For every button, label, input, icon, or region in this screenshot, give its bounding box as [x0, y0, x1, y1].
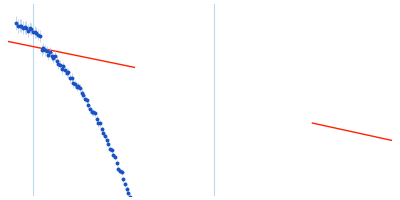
Point — [92, 111, 98, 115]
Point — [42, 49, 48, 52]
Point — [25, 29, 31, 32]
Point — [72, 82, 78, 85]
Point — [122, 183, 128, 186]
Point — [63, 71, 70, 74]
Point — [90, 111, 96, 114]
Point — [48, 54, 55, 57]
Point — [82, 97, 88, 100]
Point — [68, 76, 75, 79]
Point — [57, 63, 63, 66]
Point — [78, 92, 85, 95]
Point — [112, 155, 118, 159]
Point — [58, 67, 65, 71]
Point — [115, 167, 122, 171]
Point — [117, 169, 123, 172]
Point — [127, 195, 133, 198]
Point — [28, 28, 35, 31]
Point — [52, 55, 58, 58]
Point — [120, 178, 127, 181]
Point — [16, 24, 23, 27]
Point — [105, 142, 112, 145]
Point — [22, 25, 28, 29]
Point — [35, 33, 41, 36]
Point — [118, 171, 125, 174]
Point — [62, 69, 68, 72]
Point — [37, 34, 43, 38]
Point — [32, 31, 38, 34]
Point — [15, 24, 21, 28]
Point — [77, 86, 83, 90]
Point — [38, 48, 45, 52]
Point — [75, 84, 82, 87]
Point — [27, 26, 33, 29]
Point — [104, 138, 110, 142]
Point — [107, 147, 113, 151]
Point — [80, 93, 86, 96]
Point — [87, 108, 93, 111]
Point — [74, 85, 80, 89]
Point — [33, 31, 40, 34]
Point — [23, 26, 30, 29]
Point — [20, 26, 26, 29]
Point — [40, 47, 46, 50]
Point — [110, 153, 117, 156]
Point — [70, 82, 76, 85]
Point — [124, 188, 130, 191]
Point — [43, 50, 50, 53]
Point — [97, 122, 103, 125]
Point — [67, 77, 73, 80]
Point — [30, 30, 36, 33]
Point — [65, 71, 72, 74]
Point — [108, 149, 115, 152]
Point — [47, 51, 53, 54]
Point — [88, 111, 95, 114]
Point — [53, 59, 60, 62]
Point — [114, 161, 120, 165]
Point — [98, 127, 105, 131]
Point — [55, 63, 62, 66]
Point — [45, 53, 52, 57]
Point — [102, 134, 108, 137]
Point — [94, 117, 100, 121]
Point — [13, 21, 20, 25]
Point — [84, 99, 90, 102]
Point — [18, 24, 25, 27]
Point — [95, 122, 102, 125]
Point — [125, 192, 132, 195]
Point — [60, 65, 66, 68]
Point — [50, 56, 56, 59]
Point — [100, 131, 106, 134]
Point — [85, 103, 92, 107]
